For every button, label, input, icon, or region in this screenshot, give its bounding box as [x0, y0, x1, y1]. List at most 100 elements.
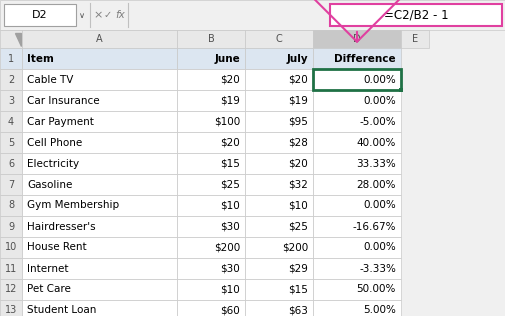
Text: $19: $19	[287, 95, 308, 106]
Bar	[0, 0, 505, 30]
Bar	[313, 132, 400, 153]
Bar	[244, 216, 313, 237]
Text: Cable TV: Cable TV	[27, 75, 73, 84]
Bar	[22, 216, 177, 237]
Bar	[244, 48, 313, 69]
Text: House Rent: House Rent	[27, 242, 86, 252]
Bar	[0, 48, 22, 69]
Bar	[0, 279, 22, 300]
Bar	[313, 69, 400, 90]
Text: -5.00%: -5.00%	[359, 117, 395, 126]
Text: $30: $30	[220, 264, 239, 274]
Bar	[177, 153, 244, 174]
Text: $20: $20	[288, 159, 308, 168]
Bar	[0, 30, 22, 48]
Bar	[313, 69, 400, 90]
Text: 7: 7	[8, 179, 14, 190]
Text: $95: $95	[287, 117, 308, 126]
Text: D2: D2	[32, 10, 47, 20]
Text: $25: $25	[287, 222, 308, 232]
Text: fx: fx	[115, 10, 125, 20]
Bar	[244, 174, 313, 195]
Text: Electricity: Electricity	[27, 159, 79, 168]
Text: A: A	[96, 34, 103, 44]
Bar	[177, 132, 244, 153]
Text: 40.00%: 40.00%	[356, 137, 395, 148]
Bar	[22, 237, 177, 258]
Bar	[244, 195, 313, 216]
Text: 5.00%: 5.00%	[363, 306, 395, 315]
Bar	[22, 69, 177, 90]
Bar	[177, 69, 244, 90]
Bar	[4, 4, 76, 26]
Text: C: C	[275, 34, 282, 44]
Text: Pet Care: Pet Care	[27, 284, 71, 295]
Text: 0.00%: 0.00%	[363, 75, 395, 84]
Bar	[177, 90, 244, 111]
Text: 33.33%: 33.33%	[356, 159, 395, 168]
Bar	[400, 30, 428, 48]
Text: 4: 4	[8, 117, 14, 126]
Text: $60: $60	[220, 306, 239, 315]
Text: 2: 2	[8, 75, 14, 84]
Text: Gym Membership: Gym Membership	[27, 200, 119, 210]
Bar	[177, 258, 244, 279]
Text: $100: $100	[213, 117, 239, 126]
Bar	[0, 153, 22, 174]
Text: 0.00%: 0.00%	[363, 200, 395, 210]
Text: $63: $63	[287, 306, 308, 315]
Bar	[313, 111, 400, 132]
Text: Cell Phone: Cell Phone	[27, 137, 82, 148]
Text: $20: $20	[220, 137, 239, 148]
Text: 0.00%: 0.00%	[363, 242, 395, 252]
Bar	[313, 174, 400, 195]
Text: ∨: ∨	[79, 10, 85, 20]
Text: $30: $30	[220, 222, 239, 232]
Text: 6: 6	[8, 159, 14, 168]
Bar	[177, 48, 244, 69]
Bar	[22, 48, 177, 69]
Bar	[398, 88, 402, 92]
Text: $19: $19	[220, 95, 239, 106]
Text: E: E	[411, 34, 417, 44]
Bar	[313, 216, 400, 237]
Bar	[0, 258, 22, 279]
Bar	[244, 69, 313, 90]
Bar	[313, 153, 400, 174]
Text: $20: $20	[220, 75, 239, 84]
Bar	[244, 279, 313, 300]
Text: Car Payment: Car Payment	[27, 117, 94, 126]
Text: Gasoline: Gasoline	[27, 179, 72, 190]
Bar	[177, 279, 244, 300]
Bar	[244, 132, 313, 153]
Text: $29: $29	[287, 264, 308, 274]
Bar	[177, 216, 244, 237]
Bar	[313, 258, 400, 279]
Bar	[22, 153, 177, 174]
Text: -3.33%: -3.33%	[359, 264, 395, 274]
Text: $10: $10	[220, 200, 239, 210]
Bar	[22, 300, 177, 316]
Text: $10: $10	[288, 200, 308, 210]
Bar	[313, 300, 400, 316]
Bar	[0, 174, 22, 195]
Text: Difference: Difference	[334, 53, 395, 64]
Bar	[313, 90, 400, 111]
Text: 0.00%: 0.00%	[363, 95, 395, 106]
Bar	[244, 300, 313, 316]
Bar	[177, 195, 244, 216]
Text: 1: 1	[8, 53, 14, 64]
Text: $200: $200	[281, 242, 308, 252]
Bar	[244, 258, 313, 279]
Text: Student Loan: Student Loan	[27, 306, 96, 315]
Bar	[177, 237, 244, 258]
Text: July: July	[286, 53, 308, 64]
Bar	[22, 111, 177, 132]
Text: 5: 5	[8, 137, 14, 148]
Bar	[0, 90, 22, 111]
Bar	[244, 90, 313, 111]
Text: $32: $32	[287, 179, 308, 190]
Bar	[177, 30, 244, 48]
Bar	[22, 30, 177, 48]
Bar	[244, 237, 313, 258]
